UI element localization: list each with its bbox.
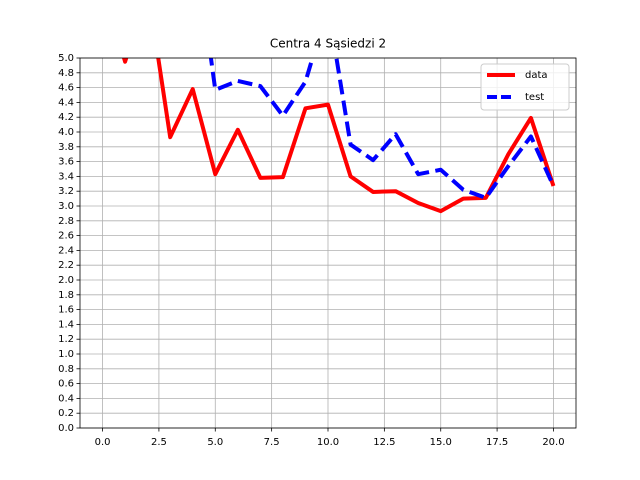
legend-label: test bbox=[525, 92, 544, 103]
x-tick-label: 10.0 bbox=[317, 437, 339, 448]
line-series bbox=[208, 58, 556, 200]
y-tick-label: 0.2 bbox=[58, 408, 74, 419]
axes-frame bbox=[79, 57, 577, 429]
y-tick-label: 2.4 bbox=[58, 245, 74, 256]
y-tick-label: 5.0 bbox=[58, 53, 74, 64]
y-tick-label: 1.8 bbox=[58, 290, 74, 301]
y-tick-label: 3.0 bbox=[58, 201, 74, 212]
x-tick-label: 2.5 bbox=[151, 437, 167, 448]
y-tick-label: 1.2 bbox=[58, 334, 74, 345]
y-tick-label: 4.0 bbox=[58, 127, 74, 138]
legend-label: data bbox=[525, 70, 548, 81]
y-tick-label: 1.0 bbox=[58, 349, 74, 360]
y-tick-label: 3.2 bbox=[58, 186, 74, 197]
y-tick-label: 4.8 bbox=[58, 68, 74, 79]
x-tick-label: 0.0 bbox=[95, 437, 111, 448]
x-tick-label: 20.0 bbox=[542, 437, 564, 448]
y-tick-label: 4.4 bbox=[58, 97, 74, 108]
x-tick-label: 5.0 bbox=[207, 437, 223, 448]
y-tick-label: 0.8 bbox=[58, 364, 74, 375]
x-tick-label: 15.0 bbox=[430, 437, 452, 448]
y-tick-label: 2.6 bbox=[58, 231, 74, 242]
y-tick-label: 4.2 bbox=[58, 112, 74, 123]
y-tick-label: 1.6 bbox=[58, 305, 74, 316]
y-tick-label: 2.8 bbox=[58, 216, 74, 227]
y-tick-label: 1.4 bbox=[58, 319, 74, 330]
line-series bbox=[121, 58, 556, 214]
y-tick-label: 0.6 bbox=[58, 379, 74, 390]
plot-area bbox=[121, 58, 556, 214]
y-tick-label: 3.8 bbox=[58, 142, 74, 153]
x-tick-label: 12.5 bbox=[373, 437, 395, 448]
y-tick-label: 0.0 bbox=[58, 423, 74, 434]
x-tick-label: 17.5 bbox=[486, 437, 508, 448]
y-tick-label: 3.4 bbox=[58, 171, 74, 182]
y-tick-label: 3.6 bbox=[58, 157, 74, 168]
y-tick-label: 2.0 bbox=[58, 275, 74, 286]
y-tick-label: 4.6 bbox=[58, 83, 74, 94]
chart-title: Centra 4 Sąsiedzi 2 bbox=[270, 37, 386, 51]
x-tick-label: 7.5 bbox=[264, 437, 280, 448]
y-tick-label: 0.4 bbox=[58, 393, 74, 404]
y-tick-label: 2.2 bbox=[58, 260, 74, 271]
